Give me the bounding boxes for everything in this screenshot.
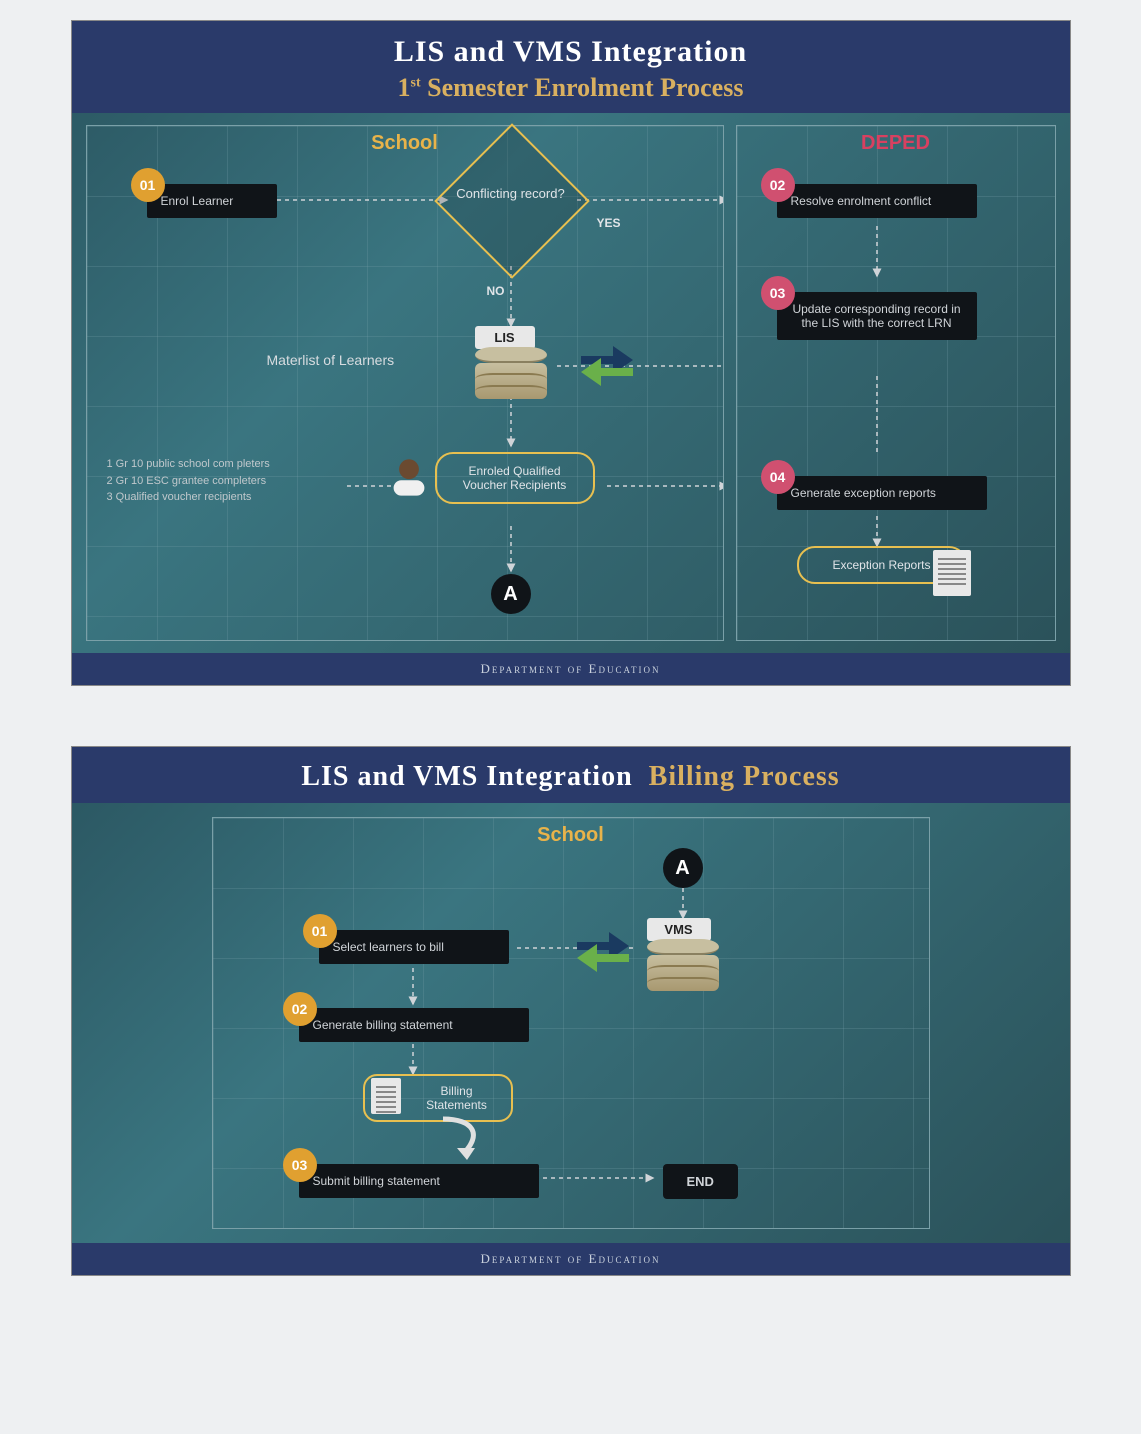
slide1-title: LIS and VMS Integration	[72, 35, 1070, 69]
end-box: END	[663, 1164, 738, 1199]
curved-arrow-icon	[433, 1114, 493, 1169]
slide1-footer: Department of Education	[72, 653, 1070, 685]
step-select-learners: Select learners to bill	[319, 930, 509, 964]
person-icon	[387, 456, 431, 500]
vms-label: VMS	[647, 918, 711, 941]
badge-b01: 01	[303, 914, 337, 948]
badge-02: 02	[761, 168, 795, 202]
step-update-record: Update corresponding record in the LIS w…	[777, 292, 977, 340]
badge-03: 03	[761, 276, 795, 310]
qvr-categories-list: 1 Gr 10 public school com pleters 2 Gr 1…	[107, 456, 357, 506]
bidirectional-arrows-icon-2	[573, 930, 633, 979]
column-school: School	[86, 125, 724, 641]
step-generate-exception: Generate exception reports	[777, 476, 987, 510]
slide1-subtitle: 1st Semester Enrolment Process	[72, 73, 1070, 103]
school-heading-2: School	[213, 818, 929, 853]
qvr-box: Enroled Qualified Voucher Recipients	[435, 452, 595, 504]
slide1-body: School	[72, 113, 1070, 653]
bidirectional-arrows-icon	[577, 344, 637, 393]
masterlist-label: Materlist of Learners	[267, 352, 395, 368]
step-generate-billing: Generate billing statement	[299, 1008, 529, 1042]
connector-a: A	[491, 574, 531, 614]
list-item: 1 Gr 10 public school com pleters	[107, 456, 357, 473]
lis-label: LIS	[475, 326, 535, 349]
badge-b03: 03	[283, 1148, 317, 1182]
step-resolve-conflict: Resolve enrolment conflict	[777, 184, 977, 218]
slide2-footer: Department of Education	[72, 1243, 1070, 1275]
deped-heading: DEPED	[737, 126, 1055, 161]
label-yes: YES	[597, 216, 621, 230]
step-submit-billing: Submit billing statement	[299, 1164, 539, 1198]
slide1-header: LIS and VMS Integration 1st Semester Enr…	[72, 21, 1070, 113]
panel-school: School A	[212, 817, 930, 1229]
label-no: NO	[487, 284, 505, 298]
badge-01: 01	[131, 168, 165, 202]
badge-04: 04	[761, 460, 795, 494]
slide2-header: LIS and VMS Integration Billing Process	[72, 747, 1070, 803]
document-icon	[933, 550, 971, 596]
lis-database-icon: LIS	[475, 326, 547, 399]
list-item: 2 Gr 10 ESC grantee completers	[107, 473, 357, 490]
document-icon-2	[371, 1078, 401, 1114]
decision-text: Conflicting record?	[451, 186, 571, 201]
vms-database-icon: VMS	[647, 918, 719, 991]
list-item: 3 Qualified voucher recipients	[107, 489, 357, 506]
step-enrol-learner: Enrol Learner	[147, 184, 277, 218]
slide2-title: LIS and VMS Integration Billing Process	[72, 761, 1070, 793]
billing-statements-label: Billing Statements	[426, 1084, 487, 1112]
column-deped: DEPED 02 Resolve enrolment conflict 03 U…	[736, 125, 1056, 641]
slide-billing: LIS and VMS Integration Billing Process …	[71, 746, 1071, 1276]
slide2-body: School A	[72, 803, 1070, 1243]
badge-b02: 02	[283, 992, 317, 1026]
connector-a-2: A	[663, 848, 703, 888]
school-heading: School	[87, 126, 723, 161]
slide-enrolment: LIS and VMS Integration 1st Semester Enr…	[71, 20, 1071, 686]
